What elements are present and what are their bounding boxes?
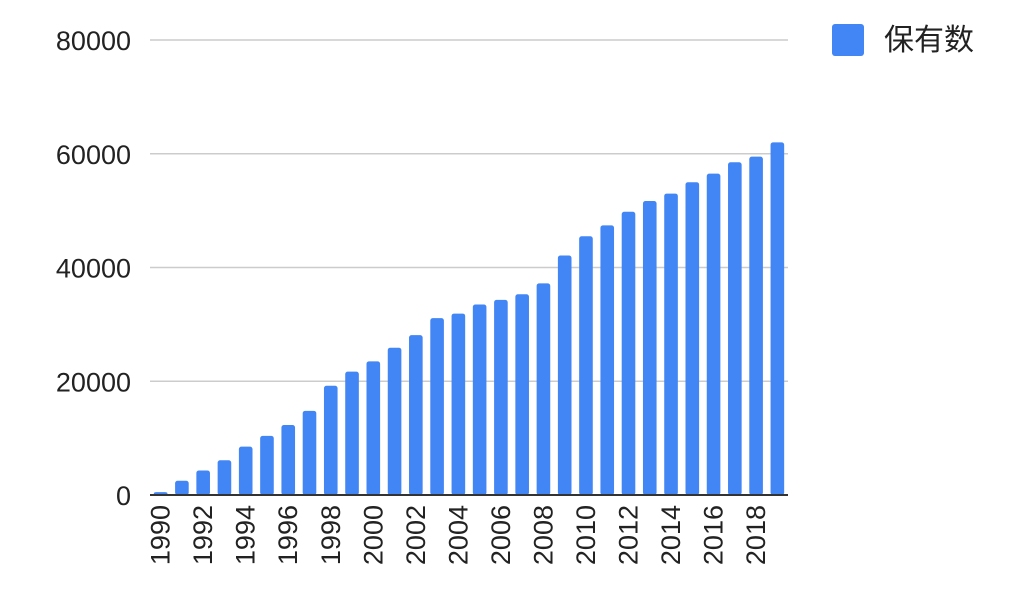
y-tick-label: 20000 xyxy=(56,367,131,397)
x-axis-ticks: 1990 1992 1994 1996 1998 2000 2002 2004 2006 2008… xyxy=(146,505,771,565)
x-tick-label: 1990 xyxy=(146,505,176,565)
bar-1992 xyxy=(196,470,210,495)
bar-1991 xyxy=(175,480,189,495)
y-tick-label: 60000 xyxy=(56,140,131,170)
bar-1999 xyxy=(345,371,359,495)
y-tick-label: 0 xyxy=(116,481,131,511)
bar-2001 xyxy=(387,347,402,495)
bar-2011 xyxy=(600,225,615,495)
bar-1996 xyxy=(281,425,296,495)
x-tick-label: 1998 xyxy=(316,505,346,565)
x-tick-label: 2018 xyxy=(741,505,771,565)
bar-2012 xyxy=(621,211,636,495)
legend-label: 保有数 xyxy=(884,23,974,58)
bar-2000 xyxy=(366,361,381,495)
bar-2003 xyxy=(430,318,444,495)
x-tick-label: 1992 xyxy=(188,505,218,565)
bar-2008 xyxy=(536,283,551,495)
bar-2007 xyxy=(515,294,529,495)
bar-1994 xyxy=(238,446,253,495)
y-tick-label: 80000 xyxy=(56,26,131,56)
bars xyxy=(153,142,785,496)
x-tick-label: 2008 xyxy=(528,505,558,565)
bar-2005 xyxy=(472,304,487,495)
y-tick-label: 40000 xyxy=(56,254,131,284)
x-tick-label: 1996 xyxy=(273,505,303,565)
gridlines xyxy=(150,39,788,382)
bar-2009 xyxy=(557,255,572,495)
bar-2015 xyxy=(685,182,700,495)
bar-1998 xyxy=(323,385,338,495)
x-tick-label: 2000 xyxy=(358,505,388,565)
bar-2018 xyxy=(749,156,763,495)
x-tick-label: 2006 xyxy=(486,505,516,565)
bar-2002 xyxy=(409,335,423,495)
bar-2006 xyxy=(494,299,508,495)
x-tick-label: 2010 xyxy=(571,505,601,565)
bar-1997 xyxy=(302,410,317,495)
bar-2017 xyxy=(728,162,742,495)
bar-2014 xyxy=(664,193,678,495)
x-tick-label: 2002 xyxy=(401,505,431,565)
x-tick-label: 2004 xyxy=(443,505,473,565)
bar-1993 xyxy=(217,460,232,495)
bar-2019 xyxy=(770,142,785,495)
bar-2004 xyxy=(451,313,466,495)
x-tick-label: 1994 xyxy=(231,505,261,565)
legend: 保有数 xyxy=(832,23,974,58)
x-tick-label: 2012 xyxy=(614,505,644,565)
legend-swatch xyxy=(832,24,864,56)
bar-2010 xyxy=(579,236,593,495)
bar-2016 xyxy=(706,173,721,495)
bar-1995 xyxy=(260,435,274,495)
x-tick-label: 2016 xyxy=(699,505,729,565)
bar-2013 xyxy=(642,200,657,496)
y-axis-ticks: 0 20000 40000 60000 80000 xyxy=(56,26,131,511)
x-tick-label: 2014 xyxy=(656,505,686,565)
